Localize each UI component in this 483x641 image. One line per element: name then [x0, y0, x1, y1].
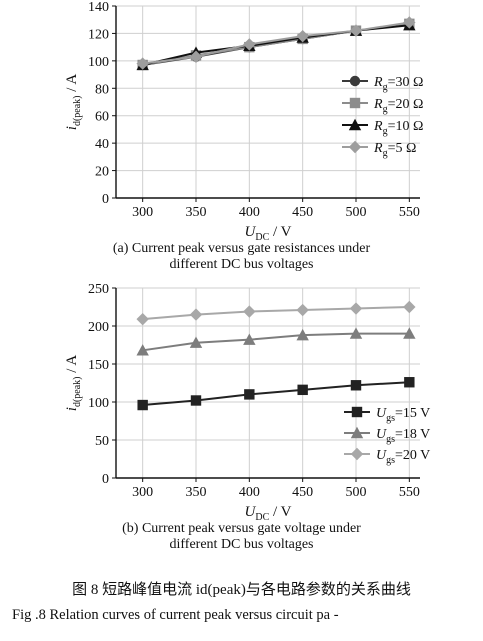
b-y-tick-label: 0	[102, 472, 109, 487]
b-series-line	[142, 332, 410, 352]
b-legend-label: Ugs=20 V	[376, 448, 430, 466]
b-x-tick-label: 550	[399, 485, 420, 500]
b-legend-label: Ugs=18 V	[376, 427, 430, 445]
b-x-axis-title: UDC / V	[245, 504, 292, 520]
b-y-tick-label: 100	[88, 396, 109, 411]
b-x-tick-label: 350	[186, 485, 207, 500]
figure-title-english: Fig .8 Relation curves of current peak v…	[12, 607, 339, 623]
b-data-point	[403, 327, 416, 339]
b-data-point	[296, 303, 309, 317]
b-data-point	[349, 302, 363, 315]
b-y-tick-label: 50	[95, 434, 109, 449]
a-legend-marker	[349, 97, 361, 109]
b-x-tick-label: 450	[292, 485, 313, 500]
b-data-point	[189, 336, 203, 348]
b-series-line	[142, 381, 410, 407]
b-data-point	[136, 344, 149, 356]
a-x-tick-label: 300	[132, 205, 153, 220]
b-series-line	[142, 306, 410, 321]
a-legend-marker	[349, 75, 361, 87]
a-data-point	[349, 24, 363, 37]
b-data-point	[297, 384, 308, 396]
b-legend-marker	[351, 406, 363, 418]
caption-a-line1: (a) Current peak versus gate resistances…	[112, 241, 371, 256]
a-y-tick-label: 140	[88, 0, 109, 15]
a-y-tick-label: 80	[95, 82, 109, 97]
b-series-2	[136, 300, 416, 326]
b-series-1	[136, 327, 416, 356]
caption-b-line2: different DC bus voltages	[169, 537, 314, 552]
a-y-tick-label: 120	[88, 27, 109, 42]
a-data-point	[136, 57, 149, 70]
b-data-point	[350, 380, 362, 391]
a-legend-label: Rg=5 Ω	[373, 141, 416, 159]
b-y-tick-label: 250	[88, 282, 109, 297]
b-legend-marker	[350, 447, 364, 461]
a-legend-marker	[348, 140, 362, 154]
b-data-point	[137, 399, 148, 411]
caption-b-line1: (b) Current peak versus gate voltage und…	[122, 521, 361, 536]
b-legend: Ugs=15 V Ugs=18 V Ugs=20 V	[344, 406, 430, 466]
b-x-tick-label: 500	[346, 485, 367, 500]
a-series-0	[137, 18, 415, 71]
figure-title-chinese: 图 8 短路峰值电流 id(peak)与各电路参数的关系曲线	[72, 582, 411, 598]
b-data-point	[296, 328, 309, 341]
a-data-point	[296, 29, 309, 43]
a-y-tick-label: 20	[95, 165, 109, 180]
b-data-point	[244, 389, 255, 400]
a-x-tick-label: 500	[346, 205, 367, 220]
caption-a: (a) Current peak versus gate resistances…	[0, 241, 483, 273]
a-data-point	[189, 50, 203, 63]
a-data-point	[243, 38, 256, 51]
a-x-tick-label: 450	[292, 205, 313, 220]
a-y-tick-label: 0	[102, 192, 109, 207]
caption-a-line2: different DC bus voltages	[169, 257, 314, 272]
b-x-tick-label: 400	[239, 485, 260, 500]
a-y-tick-label: 100	[88, 55, 109, 70]
a-legend-label: Rg=10 Ω	[373, 119, 423, 137]
a-y-axis-title: id(peak) / A	[64, 74, 83, 131]
a-series-1	[137, 18, 415, 71]
b-data-point	[136, 312, 149, 326]
b-y-tick-label: 200	[88, 320, 109, 335]
a-y-tick-label: 40	[95, 137, 109, 152]
b-series-0	[137, 377, 415, 411]
b-data-point	[243, 305, 256, 318]
a-series-2	[136, 19, 416, 71]
b-data-point	[190, 395, 202, 406]
b-y-axis-title: id(peak) / A	[64, 355, 83, 412]
b-data-point	[404, 377, 415, 388]
a-data-point	[403, 16, 416, 29]
a-x-axis-title: UDC / V	[245, 224, 292, 240]
chart-b-gate-voltage: 300 350 400 450 500 550 0 50 100 150 200 250 UDC / V…	[64, 282, 430, 520]
a-series-3	[136, 16, 416, 70]
b-data-point	[349, 327, 363, 339]
a-y-tick-label: 60	[95, 110, 109, 125]
a-legend: Rg=30 Ω Rg=20 Ω Rg=10 Ω Rg=5 Ω	[342, 75, 423, 159]
a-x-tick-label: 400	[239, 205, 260, 220]
a-legend-label: Rg=20 Ω	[373, 97, 423, 115]
b-legend-label: Ugs=15 V	[376, 406, 430, 424]
caption-b: (b) Current peak versus gate voltage und…	[0, 521, 483, 553]
a-series-line	[142, 21, 410, 65]
chart-a-gate-resistance: 300 350 400 450 500 550 0 20 40 60 80 100 120 140 UDC …	[64, 0, 423, 240]
a-legend-label: Rg=30 Ω	[373, 75, 423, 93]
b-x-tick-label: 300	[132, 485, 153, 500]
b-legend-marker	[350, 426, 364, 439]
b-data-point	[189, 308, 203, 321]
b-grid	[116, 287, 420, 479]
b-data-point	[403, 300, 416, 314]
a-x-tick-label: 550	[399, 205, 420, 220]
a-legend-marker	[348, 118, 362, 131]
b-y-tick-label: 150	[88, 358, 109, 373]
b-data-point	[243, 333, 256, 345]
a-x-tick-label: 350	[186, 205, 207, 220]
